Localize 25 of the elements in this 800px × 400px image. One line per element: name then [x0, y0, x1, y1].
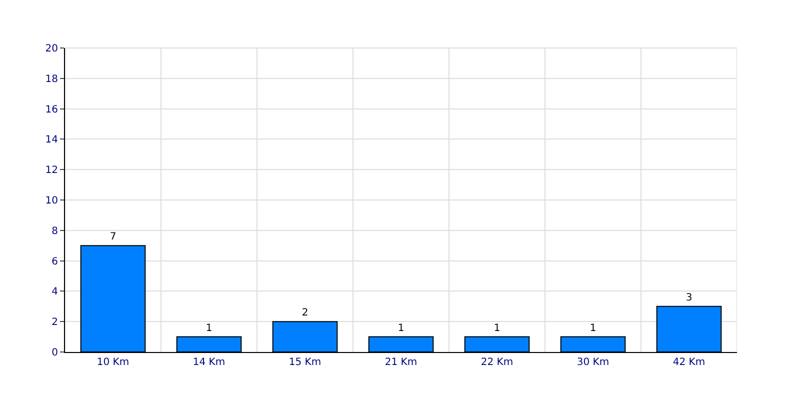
y-tick-label: 0: [52, 348, 58, 358]
data-label: 1: [206, 322, 212, 334]
y-tick-label: 8: [52, 226, 58, 237]
y-tick-label: 16: [45, 104, 58, 116]
y-tick-label: 14: [45, 134, 58, 146]
data-label: 1: [494, 322, 500, 334]
x-tick-label: 42 Km: [672, 357, 706, 368]
data-label: 1: [398, 322, 404, 334]
data-label: 7: [110, 232, 116, 243]
x-tick-label: 14 Km: [192, 357, 226, 368]
x-tick-label: 15 Km: [288, 357, 322, 368]
y-tick-label: 12: [45, 165, 58, 176]
x-tick-label: 21 Km: [384, 357, 418, 368]
y-tick-label: 2: [52, 317, 58, 328]
y-tick-label: 18: [45, 74, 58, 85]
x-tick-label: 22 Km: [480, 357, 514, 368]
data-label: 1: [590, 322, 596, 334]
y-tick-label: 4: [52, 286, 58, 298]
y-tick-label: 10: [45, 196, 58, 206]
x-tick-label: 30 Km: [576, 357, 610, 368]
y-tick-label: 20: [45, 44, 58, 54]
y-tick-label: 6: [52, 256, 58, 268]
data-label: 3: [686, 292, 692, 304]
data-label: 2: [302, 308, 308, 319]
x-tick-label: 10 Km: [96, 357, 130, 368]
